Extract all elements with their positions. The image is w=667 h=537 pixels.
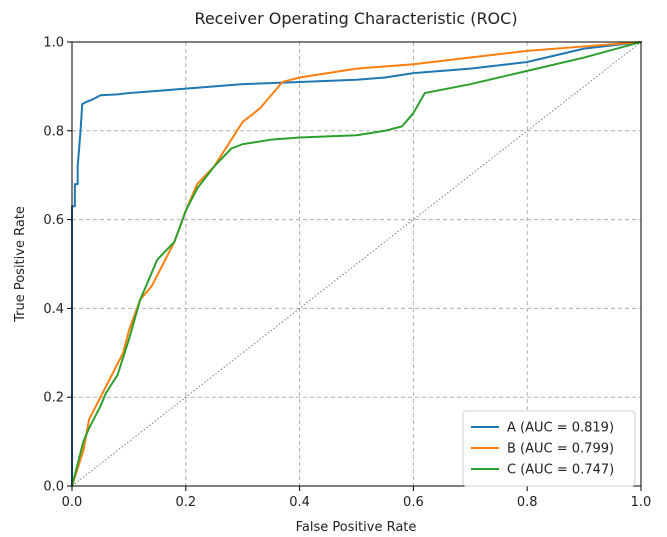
y-tick-label: 0.0: [43, 480, 64, 495]
chance-diagonal: [71, 41, 642, 487]
legend-label: B (AUC = 0.799): [507, 442, 614, 457]
y-tick-label: 1.0: [43, 36, 64, 51]
plot-frame: [71, 41, 642, 487]
y-tick-label: 0.2: [43, 391, 64, 406]
x-tick-label: 0.8: [517, 495, 538, 510]
y-tick-label: 0.6: [43, 213, 64, 228]
x-tick-label: 1.0: [631, 495, 652, 510]
series-line-a: [71, 41, 642, 487]
chart-title: Receiver Operating Characteristic (ROC): [194, 9, 517, 28]
series-line-b: [71, 41, 642, 487]
y-axis-label: True Positive Rate: [13, 206, 28, 323]
series-line-c: [71, 41, 642, 487]
y-ticks: 0.0 0.2 0.4 0.6 0.8 1.0: [43, 36, 72, 495]
x-ticks: 0.0 0.2 0.4 0.6 0.8 1.0: [62, 486, 652, 510]
y-tick-label: 0.4: [43, 302, 64, 317]
chance-line: [71, 41, 642, 487]
x-tick-label: 0.0: [62, 495, 83, 510]
legend: A (AUC = 0.819) B (AUC = 0.799) C (AUC = 0…: [462, 410, 636, 487]
x-tick-label: 0.2: [175, 495, 196, 510]
legend-label: C (AUC = 0.747): [507, 463, 614, 478]
x-axis-label: False Positive Rate: [296, 520, 417, 535]
y-tick-label: 0.8: [43, 124, 64, 139]
x-tick-label: 0.6: [403, 495, 424, 510]
grid-lines: [72, 42, 641, 486]
series-lines: [71, 41, 642, 487]
x-tick-label: 0.4: [289, 495, 310, 510]
legend-box: [462, 410, 636, 487]
legend-label: A (AUC = 0.819): [507, 421, 614, 436]
